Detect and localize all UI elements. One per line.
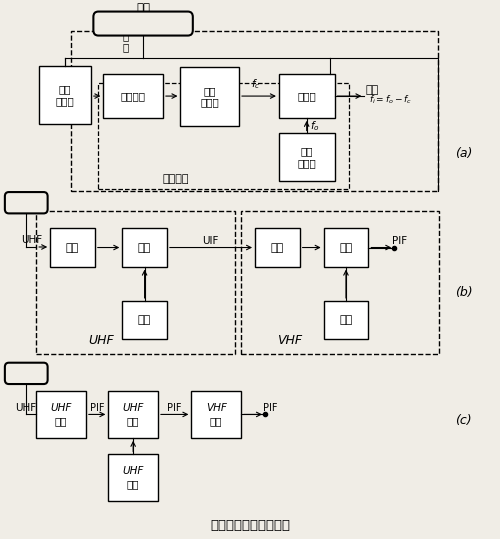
Text: PIF: PIF	[262, 403, 277, 413]
FancyBboxPatch shape	[5, 363, 48, 384]
Text: $f_c$: $f_c$	[251, 77, 260, 91]
Bar	[324, 301, 368, 339]
Text: (b): (b)	[455, 286, 472, 299]
Bar	[279, 74, 334, 118]
Text: 阻抗
变换器: 阻抗 变换器	[56, 84, 74, 106]
Text: UIF: UIF	[202, 236, 218, 246]
Text: PIF: PIF	[90, 403, 104, 413]
Bar	[36, 391, 86, 438]
Text: UHF: UHF	[14, 403, 36, 413]
Text: UHF: UHF	[20, 235, 42, 245]
Bar	[279, 134, 334, 182]
Text: UHF: UHF	[88, 334, 114, 347]
Text: 本地
振荡器: 本地 振荡器	[298, 147, 316, 168]
Text: UHF: UHF	[122, 403, 144, 413]
Bar	[50, 229, 95, 267]
Bar	[180, 67, 239, 126]
FancyBboxPatch shape	[5, 192, 48, 213]
Text: 高放: 高放	[55, 416, 68, 426]
Text: UHF: UHF	[50, 403, 71, 413]
Text: 本振: 本振	[127, 479, 140, 489]
Text: 混频: 混频	[340, 243, 352, 253]
Text: 馈
线: 馈 线	[122, 31, 129, 52]
Text: 本振: 本振	[340, 315, 352, 325]
Text: 中频: 中频	[365, 85, 378, 95]
Bar	[324, 229, 368, 267]
Text: 高频调谐器电路方框图: 高频调谐器电路方框图	[210, 520, 290, 533]
Bar	[104, 74, 163, 118]
Text: 频道选择: 频道选择	[162, 174, 188, 184]
Bar	[122, 301, 167, 339]
Bar	[122, 229, 167, 267]
Bar	[36, 211, 235, 354]
Text: 混频: 混频	[210, 416, 222, 426]
Text: 本振: 本振	[138, 315, 151, 325]
Text: UHF: UHF	[122, 466, 144, 476]
Text: 混频器: 混频器	[298, 91, 316, 101]
Text: VHF: VHF	[206, 403, 227, 413]
Bar	[38, 66, 91, 125]
Bar	[255, 229, 300, 267]
Text: 高频
放大器: 高频 放大器	[200, 86, 219, 107]
Text: $f_o$: $f_o$	[310, 120, 320, 133]
Text: (c): (c)	[456, 414, 472, 427]
Text: (a): (a)	[455, 147, 472, 160]
Text: VHF: VHF	[277, 334, 302, 347]
Text: 混频: 混频	[138, 243, 151, 253]
Text: 高放: 高放	[66, 243, 79, 253]
Text: 输入回路: 输入回路	[120, 91, 146, 101]
Bar	[192, 391, 241, 438]
Bar	[108, 391, 158, 438]
Bar	[241, 211, 439, 354]
Bar	[71, 31, 438, 191]
FancyBboxPatch shape	[94, 11, 193, 36]
Text: 混频: 混频	[127, 416, 140, 426]
Text: 高放: 高放	[270, 243, 284, 253]
Text: PIF: PIF	[167, 403, 182, 413]
Text: $f_i=f_o-f_c$: $f_i=f_o-f_c$	[370, 93, 412, 106]
Text: PIF: PIF	[392, 236, 406, 246]
Text: 天线: 天线	[136, 2, 150, 16]
Bar	[98, 83, 350, 189]
Bar	[108, 454, 158, 501]
